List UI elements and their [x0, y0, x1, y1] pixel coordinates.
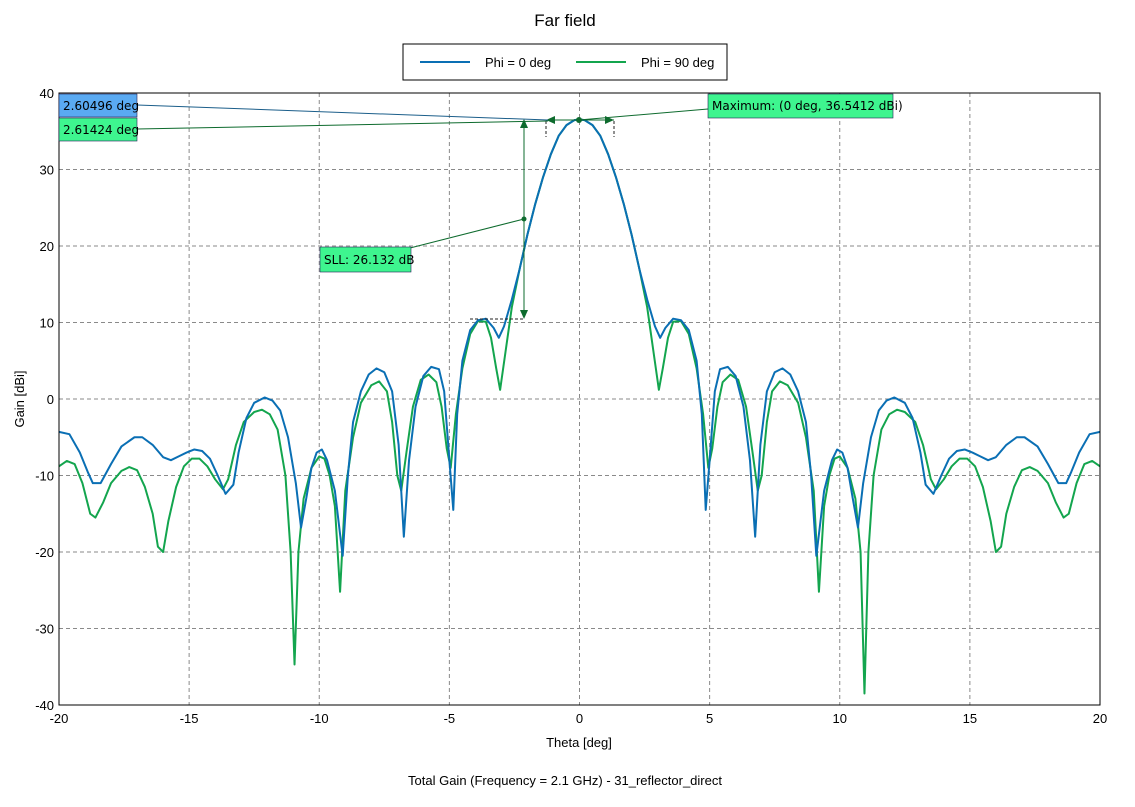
x-tick-label: -20	[50, 711, 69, 726]
sll-marker: SLL: 26.132 dB	[319, 119, 528, 320]
y-tick-label: -30	[35, 622, 54, 637]
sll-label-box	[319, 246, 412, 273]
x-tick-label: 5	[706, 711, 713, 726]
y-tick-label: 10	[40, 316, 54, 331]
plot-frame	[58, 92, 1101, 706]
x-axis-label: Theta [deg]	[546, 735, 612, 750]
beamwidth-phi-90-label: 2.61424 deg	[63, 123, 139, 137]
legend-label-phi-0: Phi = 0 deg	[485, 55, 551, 70]
legend: Phi = 0 deg Phi = 90 deg	[402, 43, 728, 81]
beamwidth-phi-0-label: 2.60496 deg	[63, 99, 139, 113]
y-tick-label: -20	[35, 545, 54, 560]
y-axis-label: Gain [dBi]	[12, 370, 27, 427]
maximum-leader	[578, 108, 709, 121]
marker-annotations: 2.60496 deg 2.61424 deg Maximum: (0 deg,…	[58, 93, 903, 320]
sll-top-arrowhead	[520, 119, 528, 128]
x-tick-label: 0	[576, 711, 583, 726]
legend-label-phi-90: Phi = 90 deg	[641, 55, 714, 70]
x-tick-label: 10	[833, 711, 847, 726]
y-tick-label: -40	[35, 698, 54, 713]
sll-leader	[409, 218, 525, 249]
y-tick-label: -10	[35, 469, 54, 484]
maximum-label: Maximum: (0 deg, 36.5412 dBi)	[712, 99, 903, 113]
beamwidth-phi-0-label-box	[58, 93, 138, 118]
sll-label: SLL: 26.132 dB	[324, 253, 415, 267]
sll-bottom-arrowhead	[520, 310, 528, 319]
axis-tick-labels: -20 -15 -10 -5 0 5 10 15 20 -40 -30 -20 -10 0 10 20 30 40	[35, 86, 1107, 726]
beamwidth-phi-90-leader	[136, 120, 549, 130]
maximum-marker: Maximum: (0 deg, 36.5412 dBi)	[576, 93, 903, 123]
beamwidth-phi-0-leader	[136, 104, 549, 121]
grid-lines	[59, 93, 1100, 705]
beamwidth-left-arrowhead	[546, 116, 555, 124]
chart-title: Far field	[534, 11, 595, 30]
x-tick-label: 15	[963, 711, 977, 726]
beamwidth-bracket: 2.60496 deg 2.61424 deg	[58, 93, 615, 142]
x-tick-label: -5	[444, 711, 456, 726]
y-tick-label: 40	[40, 86, 54, 101]
x-tick-label: -15	[180, 711, 199, 726]
chart-footer: Total Gain (Frequency = 2.1 GHz) - 31_re…	[408, 773, 722, 788]
maximum-label-box	[707, 93, 894, 119]
x-tick-label: -10	[310, 711, 329, 726]
y-tick-label: 20	[40, 239, 54, 254]
beamwidth-phi-90-label-box	[58, 117, 138, 142]
x-tick-label: 20	[1093, 711, 1107, 726]
y-tick-label: 30	[40, 163, 54, 178]
y-tick-label: 0	[47, 392, 54, 407]
